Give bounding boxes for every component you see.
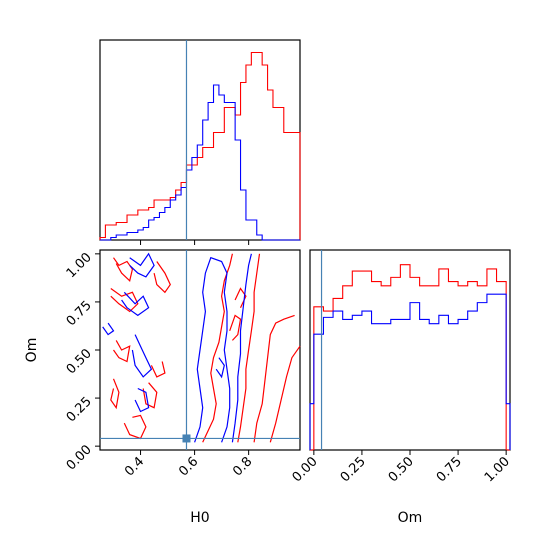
om-tick-label-3: 0.75 [64,298,95,329]
om-tick-label-0: 0.00 [64,442,95,473]
contour-12 [229,314,242,341]
contour-5 [142,382,158,409]
contour-7 [153,261,171,294]
om-tick-label-2: 0.50 [64,346,95,377]
contour-0 [113,257,134,282]
om-x-ticks: 0.00 0.25 0.50 0.75 1.00 [290,450,513,485]
joint-y-ticks: 0.00 0.25 0.50 0.75 1.00 [64,250,100,473]
om-x-tick-label-1: 0.25 [338,454,369,485]
om-marginal-histograms [309,264,511,451]
joint-truth-marker [182,434,191,443]
h0-axis-label: H0 [190,510,209,526]
om-x-tick-label-3: 0.75 [434,454,465,485]
contour-16 [131,334,153,378]
contour-18 [102,322,115,336]
contour-21 [215,357,225,379]
contour-1 [110,288,139,313]
contour-6 [150,361,166,378]
h0-marginal-panel [99,39,301,245]
contour-11 [269,345,301,443]
contour-13 [234,287,247,308]
om-x-tick-label-2: 0.50 [386,454,417,485]
h0-hist-series-0 [99,51,301,240]
om-hist-series-1 [309,293,511,450]
h0-marginal-histograms [99,51,301,241]
contour-17 [134,387,150,413]
om-tick-label-4: 1.00 [64,250,95,281]
contour-19 [194,256,231,443]
h0-hist-series-1 [100,84,300,241]
om-x-tick-label-0: 0.00 [290,454,321,485]
om-axis-label-bottom: Om [398,510,423,526]
contour-14 [129,252,155,278]
contour-9 [237,253,261,443]
om-marginal-frame [309,249,511,451]
om-marginal-panel: 0.00 0.25 0.50 0.75 1.00 Om [290,249,513,526]
joint-x-ticks: 0.4 0.6 0.8 [122,450,255,479]
contour-2 [113,340,131,363]
om-hist-series-0 [310,264,510,451]
contour-8 [202,253,233,443]
joint-contours [102,252,301,443]
joint-panel: 0.4 0.6 0.8 0.00 0.25 0.50 0.75 1.00 H0 Om [24,249,301,526]
contour-4 [123,414,147,440]
contour-20 [231,253,252,443]
om-tick-label-1: 0.25 [64,394,95,425]
om-axis-label: Om [24,338,40,363]
h0-tick-label-0: 0.4 [122,454,147,479]
contour-3 [110,378,120,410]
contour-10 [253,314,295,443]
h0-tick-label-2: 0.8 [230,454,255,479]
contour-15 [121,291,150,317]
h0-marginal-frame [99,39,301,241]
h0-marginal-ticks [140,240,250,245]
h0-tick-label-1: 0.6 [176,454,201,479]
om-x-tick-label-4: 1.00 [482,454,513,485]
